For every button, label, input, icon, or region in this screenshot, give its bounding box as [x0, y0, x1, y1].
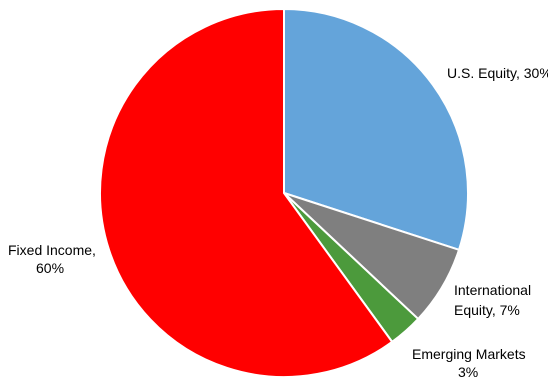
slice-label-u-s-equity: U.S. Equity, 30% [447, 65, 548, 81]
slice-label-line: Fixed Income, [8, 242, 96, 258]
pie-slices [99, 7, 469, 377]
pie-slice-fixed-income [99, 7, 394, 377]
slice-label-line: U.S. Equity, 30% [447, 65, 548, 81]
slice-label-international-equity: International Equity, 7% [454, 282, 531, 318]
slice-label-line: Equity, 7% [454, 302, 520, 318]
pie-slice-u-s-equity [283, 7, 469, 252]
slice-label-fixed-income: Fixed Income, 60% [8, 242, 96, 276]
slice-label-line: 3% [458, 364, 478, 377]
slice-label-emerging-markets: Emerging Markets 3% [412, 346, 526, 377]
slice-labels: U.S. Equity, 30% International Equity, 7% E… [8, 65, 548, 377]
slice-label-line: Emerging Markets [412, 346, 526, 362]
slice-label-line: 60% [36, 260, 64, 276]
slice-label-line: International [454, 282, 531, 298]
